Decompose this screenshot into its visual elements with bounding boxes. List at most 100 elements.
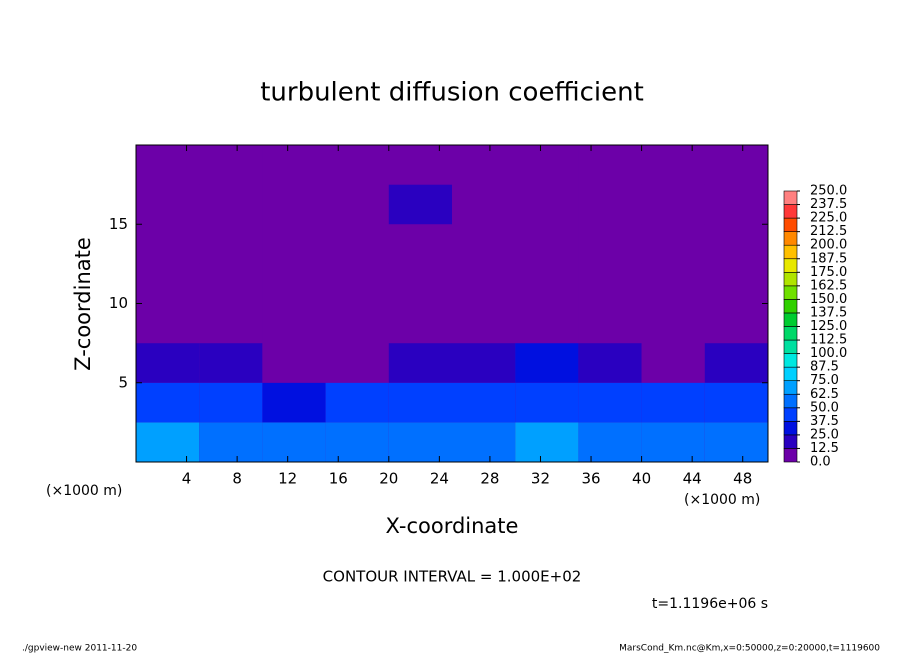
- colorbar-label: 137.5: [810, 305, 847, 320]
- contour-cell: [388, 382, 452, 423]
- colorbar-swatch: [783, 190, 798, 205]
- colorbar-swatch: [783, 258, 798, 273]
- contour-cell: [136, 184, 200, 225]
- contour-cell: [704, 145, 768, 185]
- contour-cell: [641, 343, 705, 383]
- contour-cell: [578, 422, 642, 462]
- contour-cell: [704, 382, 768, 423]
- contour-cell: [388, 422, 452, 462]
- colorbar-label: 25.0: [810, 427, 839, 442]
- colorbar-swatch: [783, 448, 798, 463]
- x-tick-label: 40: [632, 470, 651, 488]
- contour-cell: [641, 303, 705, 344]
- contour-cell: [199, 224, 263, 264]
- colorbar-swatch: [783, 421, 798, 436]
- contour-cell: [515, 263, 579, 304]
- contour-cell: [325, 382, 389, 423]
- contour-cell: [388, 184, 452, 225]
- contour-cell: [199, 303, 263, 344]
- colorbar-label: 50.0: [810, 400, 839, 415]
- colorbar-swatch: [783, 285, 798, 300]
- contour-cell: [388, 145, 452, 185]
- colorbar-swatch: [783, 339, 798, 354]
- x-tick-label: 48: [733, 470, 752, 488]
- contour-cell: [325, 145, 389, 185]
- contour-cell: [704, 184, 768, 225]
- contour-cell: [515, 303, 579, 344]
- contour-cell: [262, 382, 326, 423]
- colorbar-label: 250.0: [810, 184, 847, 199]
- x-tick-label: 8: [232, 470, 242, 488]
- y-tick-label: 10: [109, 294, 128, 312]
- colorbar-label: 100.0: [810, 346, 847, 361]
- contour-cell: [515, 184, 579, 225]
- contour-cell: [515, 422, 579, 462]
- contour-cell: [199, 263, 263, 304]
- contour-cell: [136, 382, 200, 423]
- x-unit: (×1000 m): [684, 492, 760, 508]
- colorbar-swatch: [783, 393, 798, 409]
- contour-cell: [641, 382, 705, 423]
- colorbar-swatch: [783, 434, 798, 449]
- contour-cell: [136, 343, 200, 383]
- x-tick-label: 28: [480, 470, 499, 488]
- contour-cell: [578, 303, 642, 344]
- contour-cell: [578, 224, 642, 264]
- colorbar-label: 62.5: [810, 387, 839, 402]
- contour-cell: [199, 382, 263, 423]
- colorbar-label: 0.0: [810, 455, 831, 470]
- time-label: t=1.1196e+06 s: [652, 596, 768, 612]
- x-tick-label: 16: [329, 470, 348, 488]
- colorbar-label: 237.5: [810, 197, 847, 212]
- colorbar-label: 187.5: [810, 251, 847, 266]
- colorbar-label: 225.0: [810, 211, 847, 226]
- contour-cell: [641, 145, 705, 185]
- x-tick-label: 20: [379, 470, 398, 488]
- colorbar-label: 37.5: [810, 414, 839, 429]
- contour-cell: [452, 382, 516, 423]
- contour-cell: [452, 184, 516, 225]
- contour-cell: [704, 422, 768, 462]
- colorbar-label: 150.0: [810, 292, 847, 307]
- contour-cell: [452, 303, 516, 344]
- x-tick-label: 12: [278, 470, 297, 488]
- colorbar-label: 112.5: [810, 333, 847, 348]
- colorbar-label: 12.5: [810, 441, 839, 456]
- contour-cell: [578, 184, 642, 225]
- contour-cell: [641, 422, 705, 462]
- footer-left: ./gpview-new 2011-11-20: [22, 644, 137, 654]
- contour-cell: [199, 422, 263, 462]
- x-tick-label: 32: [531, 470, 550, 488]
- colorbar-swatch: [783, 244, 798, 260]
- contour-cell: [136, 224, 200, 264]
- contour-cell: [452, 224, 516, 264]
- contour-cell: [262, 145, 326, 185]
- colorbar-swatch: [783, 407, 798, 422]
- contour-cell: [136, 422, 200, 462]
- contour-interval: CONTOUR INTERVAL = 1.000E+02: [323, 568, 582, 586]
- colorbar-swatch: [783, 312, 798, 327]
- contour-cell: [262, 422, 326, 462]
- contour-cell: [452, 422, 516, 462]
- contour-cell: [515, 224, 579, 264]
- x-tick-label: 24: [430, 470, 449, 488]
- contour-cell: [641, 224, 705, 264]
- contour-cell: [325, 303, 389, 344]
- colorbar-swatch: [783, 353, 798, 368]
- colorbar-label: 87.5: [810, 360, 839, 375]
- x-axis-label: X-coordinate: [386, 514, 519, 538]
- contour-cell: [452, 263, 516, 304]
- x-tick-label: 36: [581, 470, 600, 488]
- contour-cell: [388, 263, 452, 304]
- contour-cell: [388, 224, 452, 264]
- contour-cell: [262, 263, 326, 304]
- contour-cell: [578, 343, 642, 383]
- contour-cell: [515, 343, 579, 383]
- colorbar-swatch: [783, 231, 798, 246]
- contour-cell: [136, 145, 200, 185]
- colorbar-label: 175.0: [810, 265, 847, 280]
- colorbar-label: 162.5: [810, 278, 847, 293]
- y-tick-label: 15: [109, 215, 128, 233]
- contour-cell: [262, 224, 326, 264]
